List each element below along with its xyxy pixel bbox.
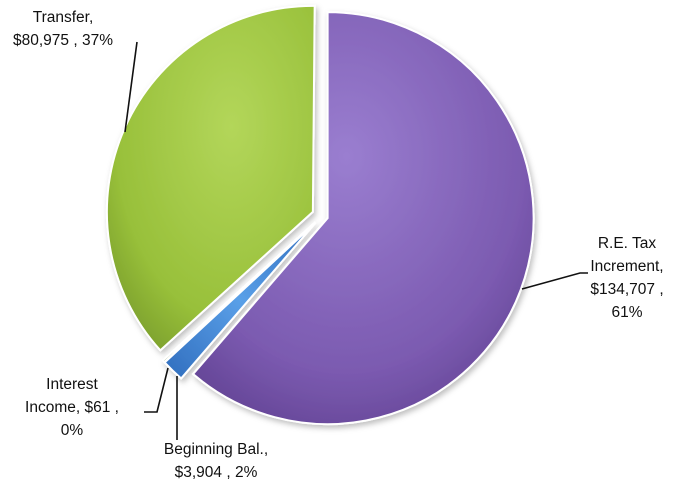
leader-interest-income [144, 367, 169, 413]
label-transfer: Transfer, $80,975 , 37% [13, 9, 113, 49]
slice-re-tax-increment [191, 11, 535, 426]
leader-transfer [124, 41, 138, 133]
label-interest-income: Interest Income, $61 , 0% [25, 376, 119, 439]
leader-re-tax-increment [521, 272, 588, 290]
slice-interest-income [161, 221, 317, 364]
label-re-tax-increment: R.E. Tax Increment, $134,707 , 61% [590, 235, 663, 321]
label-beginning-bal: Beginning Bal., $3,904 , 2% [164, 441, 268, 481]
